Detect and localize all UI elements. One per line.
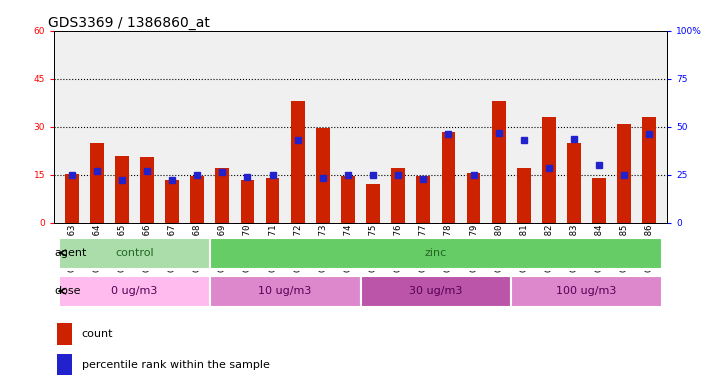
Bar <box>190 176 204 223</box>
Text: percentile rank within the sample: percentile rank within the sample <box>81 360 270 370</box>
Bar <box>366 184 380 223</box>
Bar <box>59 238 210 269</box>
Bar <box>360 276 511 307</box>
Bar <box>642 117 656 223</box>
Bar <box>542 117 556 223</box>
Bar <box>216 168 229 223</box>
Text: count: count <box>81 329 113 339</box>
Bar <box>65 174 79 223</box>
Bar <box>57 323 72 344</box>
Bar <box>417 176 430 223</box>
Bar <box>316 128 329 223</box>
Bar <box>291 101 304 223</box>
Bar <box>165 180 179 223</box>
Bar <box>441 132 456 223</box>
Bar <box>466 173 480 223</box>
Bar <box>115 156 129 223</box>
Bar <box>567 143 581 223</box>
Text: dose: dose <box>55 286 81 296</box>
Text: agent: agent <box>55 248 87 258</box>
Bar <box>392 168 405 223</box>
Bar <box>341 176 355 223</box>
Bar <box>210 276 360 307</box>
Bar <box>265 178 280 223</box>
Text: GDS3369 / 1386860_at: GDS3369 / 1386860_at <box>48 16 210 30</box>
Text: control: control <box>115 248 154 258</box>
Bar <box>592 178 606 223</box>
Bar <box>617 124 631 223</box>
Bar <box>210 238 662 269</box>
Text: 0 ug/m3: 0 ug/m3 <box>111 286 158 296</box>
Bar <box>57 354 72 375</box>
Text: 100 ug/m3: 100 ug/m3 <box>557 286 616 296</box>
Bar <box>59 276 210 307</box>
Bar <box>140 157 154 223</box>
Bar <box>241 180 255 223</box>
Text: 10 ug/m3: 10 ug/m3 <box>258 286 312 296</box>
Bar <box>511 276 662 307</box>
Bar <box>492 101 505 223</box>
Bar <box>517 168 531 223</box>
Bar <box>90 143 104 223</box>
Text: zinc: zinc <box>425 248 447 258</box>
Text: 30 ug/m3: 30 ug/m3 <box>409 286 463 296</box>
